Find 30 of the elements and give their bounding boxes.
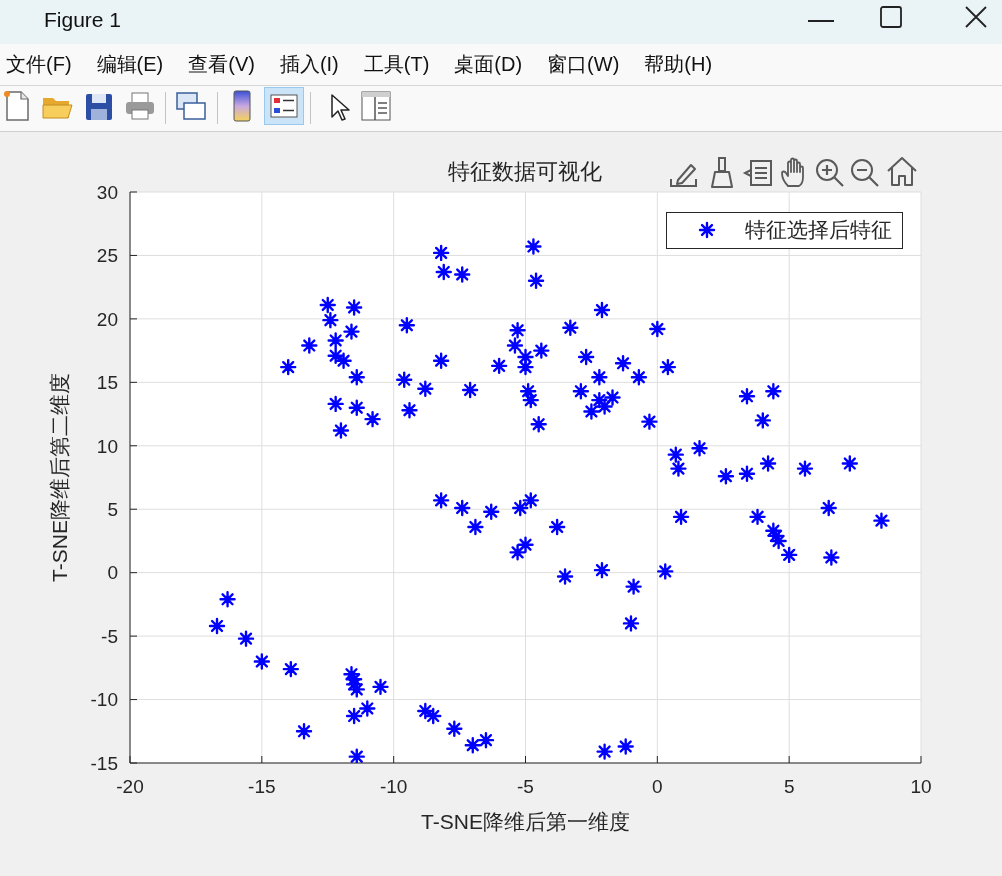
y-tick-label: -15 [90, 752, 118, 774]
text: 窗口(W) [547, 52, 620, 77]
caption: Figure 1 [44, 8, 122, 32]
x-tick-label: 10 [910, 776, 932, 798]
text: 编辑(E) [96, 52, 164, 77]
y-tick-label: 15 [96, 372, 118, 394]
x-axis-title: T-SNE降维后第一维度 [421, 810, 630, 833]
y-tick-label: 10 [96, 435, 118, 457]
legend-label: 特征选择后特征 [745, 217, 892, 244]
chart-title: 特征数据可视化 [448, 158, 602, 186]
text: 桌面(D) [454, 52, 523, 77]
y-tick-label: 30 [96, 181, 118, 203]
y-tick-label: 0 [107, 562, 118, 584]
y-axis-title: T-SNE降维后第二维度 [48, 373, 72, 582]
x-tick-label: -15 [248, 776, 276, 798]
x-tick-label: -5 [517, 776, 534, 798]
text: 文件(F) [6, 52, 72, 77]
y-tick-label: -5 [101, 625, 118, 647]
x-tick-label: -10 [379, 776, 408, 798]
x-tick-label: 5 [783, 776, 795, 798]
text: 帮助(H) [644, 52, 713, 77]
y-tick-label: 20 [96, 308, 118, 330]
x-tick-label: 0 [652, 776, 663, 798]
y-tick-label: -10 [90, 689, 118, 711]
text: 工具(T) [363, 52, 430, 77]
text: 插入(I) [279, 52, 339, 77]
text: 查看(V) [188, 52, 255, 77]
x-tick-label: -20 [116, 776, 144, 798]
y-tick-label: 5 [107, 498, 118, 520]
y-tick-label: 25 [96, 245, 118, 267]
